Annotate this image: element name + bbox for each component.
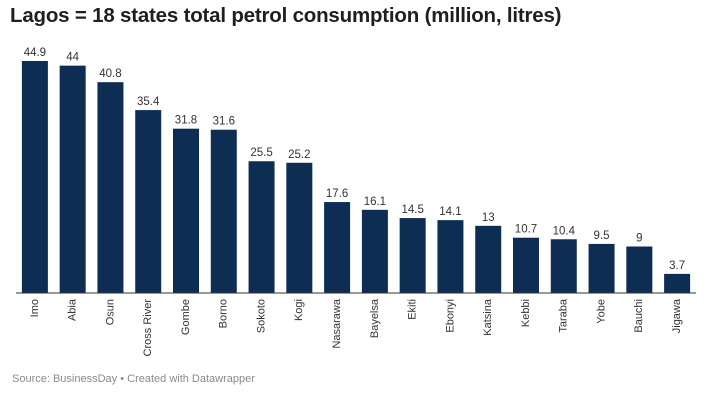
chart-title: Lagos = 18 states total petrol consumpti… xyxy=(10,4,562,27)
value-labels-group: 44.9 44 40.8 35.4 31.8 31.6 25.5 25.2 17.6 16.1 14… xyxy=(24,47,685,272)
x-tick-label: Kogi xyxy=(293,299,305,321)
bar-jigawa xyxy=(664,273,691,293)
value-label: 10.7 xyxy=(515,224,537,236)
x-tick-label: Jigawa xyxy=(671,298,683,333)
bar-ebonyi xyxy=(437,220,464,293)
bar-borno xyxy=(210,129,237,293)
x-tick-label: Sokoto xyxy=(255,299,267,333)
value-label: 40.8 xyxy=(99,68,121,80)
bar-osun xyxy=(97,82,124,294)
x-tick-label: Cross River xyxy=(142,299,154,357)
value-label: 3.7 xyxy=(669,260,685,272)
x-tick-label: Gombe xyxy=(180,299,192,335)
x-tick-label: Bayelsa xyxy=(369,298,381,338)
x-tick-label: Taraba xyxy=(558,298,570,333)
x-tick-label: Osun xyxy=(104,299,116,325)
bar-kebbi xyxy=(513,237,539,293)
bar-abia xyxy=(59,65,86,294)
x-tick-label: Nasarawa xyxy=(331,298,343,348)
value-label: 9 xyxy=(636,233,642,245)
x-tick-label: Katsina xyxy=(482,298,494,336)
source-note: Source: BusinessDay • Created with Dataw… xyxy=(12,373,255,385)
bar-gombe xyxy=(173,128,199,293)
value-label: 44.9 xyxy=(24,47,46,59)
x-tick-label: Abia xyxy=(67,298,79,321)
value-label: 44 xyxy=(66,52,79,64)
x-tick-label: Imo xyxy=(29,299,41,317)
bar-imo xyxy=(21,61,48,293)
value-label: 25.5 xyxy=(250,147,272,159)
x-tick-label: Yobe xyxy=(595,299,607,324)
bar-kogi xyxy=(286,162,313,293)
x-tick-label: Borno xyxy=(218,299,230,328)
bar-bauchi xyxy=(626,246,653,293)
x-tick-labels-group: Imo Abia Osun Cross River Gombe Borno Sokoto Ko… xyxy=(29,298,683,356)
value-label: 10.4 xyxy=(553,225,576,237)
bar-katsina xyxy=(475,225,502,293)
bar-cross-river xyxy=(135,110,162,293)
value-label: 17.6 xyxy=(326,188,348,200)
bar-ekiti xyxy=(399,218,426,293)
value-label: 31.8 xyxy=(175,115,197,127)
x-tick-label: Ebonyi xyxy=(444,299,456,333)
value-label: 35.4 xyxy=(137,96,160,108)
bar-bayelsa xyxy=(361,209,388,293)
bar-nasarawa xyxy=(324,202,351,293)
x-tick-label: Bauchi xyxy=(633,299,645,333)
bars-group xyxy=(21,61,691,294)
bar-sokoto xyxy=(248,161,275,293)
value-label: 31.6 xyxy=(213,116,235,128)
value-label: 25.2 xyxy=(288,149,310,161)
value-label: 9.5 xyxy=(594,230,610,242)
value-label: 13 xyxy=(482,212,495,224)
x-tick-label: Kebbi xyxy=(520,299,532,327)
value-label: 14.5 xyxy=(401,204,423,216)
value-label: 14.1 xyxy=(439,206,461,218)
value-label: 16.1 xyxy=(364,196,386,208)
bar-yobe xyxy=(588,243,615,293)
bar-taraba xyxy=(550,239,577,293)
x-tick-label: Ekiti xyxy=(407,299,419,320)
